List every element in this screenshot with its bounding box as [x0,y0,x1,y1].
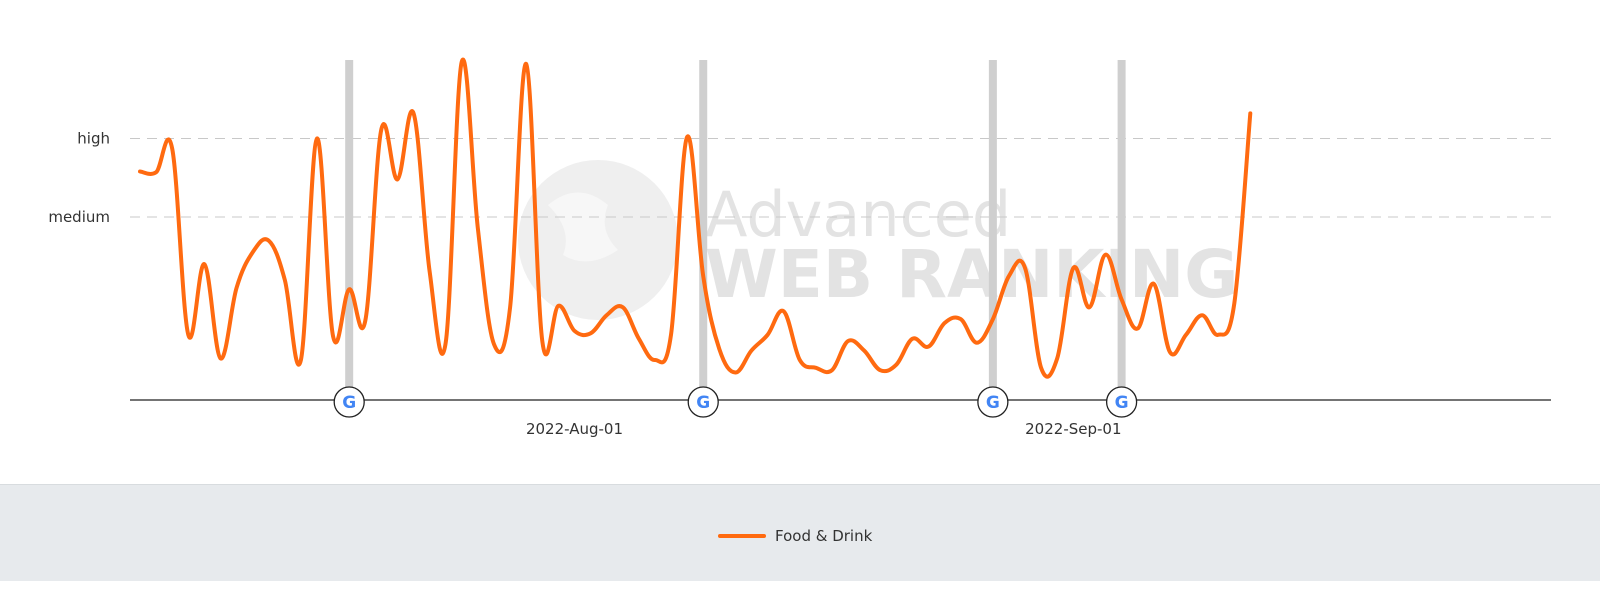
chart-area: Advanced WEB RANKING high medium G G G G 202… [48,57,1551,438]
google-update-line [1117,60,1126,400]
google-update-icon[interactable]: G [687,386,719,418]
google-update-glyph: G [342,393,356,413]
x-axis-labels: 2022-Aug-01 2022-Sep-01 [526,420,1122,438]
x-tick-label: 2022-Sep-01 [1025,420,1121,438]
line-chart: Advanced WEB RANKING high medium G G G G 202… [48,57,1551,438]
legend: Food & Drink [0,484,1600,582]
legend-swatch [718,534,766,538]
google-update-icon[interactable]: G [1105,386,1138,418]
google-update-marker-circle [1105,386,1138,418]
google-update-line [988,60,997,400]
google-update-line [345,60,354,400]
google-update-line [699,60,708,400]
google-update-marker-circle [687,386,719,418]
y-label-medium: medium [48,208,110,226]
google-update-marker-circle [333,386,365,418]
bottom-strip [0,581,1600,597]
google-update-glyph: G [986,393,1000,413]
legend-item-food-drink[interactable]: Food & Drink [718,527,872,545]
y-label-high: high [77,130,110,148]
x-tick-label: 2022-Aug-01 [526,420,623,438]
google-update-icon[interactable]: G [977,386,1009,418]
google-update-lines [345,60,1126,400]
google-update-glyph: G [696,393,710,413]
legend-label: Food & Drink [775,527,873,545]
google-update-glyph: G [1115,393,1129,413]
y-axis-labels: high medium [48,130,110,227]
watermark-line1: Advanced [705,178,1011,251]
watermark-logo: Advanced WEB RANKING [518,160,1238,320]
series-line-food-drink [138,57,1253,379]
watermark-line2: WEB RANKING [705,236,1238,313]
google-update-marker-circle [977,386,1009,418]
google-update-icon[interactable]: G [333,386,365,418]
